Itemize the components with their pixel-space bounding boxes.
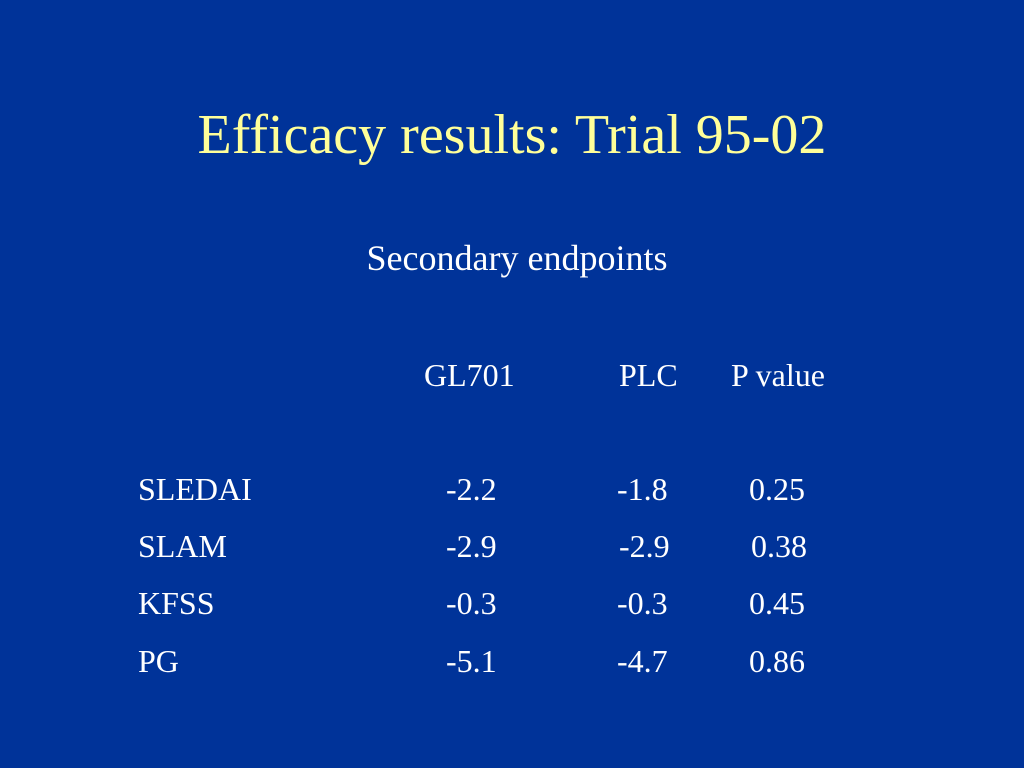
row-plc-value: -2.9 [619,528,670,564]
row-gl701-value: -0.3 [446,585,497,621]
header-gl701: GL701 [424,357,515,393]
row-gl701-value: -2.2 [446,471,497,507]
row-name: KFSS [138,585,215,621]
row-name: SLAM [138,528,227,564]
row-plc-value: -4.7 [617,643,668,679]
row-p-value: 0.38 [751,528,807,564]
slide-subtitle: Secondary endpoints [366,238,668,278]
row-gl701-value: -5.1 [446,643,497,679]
slide-title: Efficacy results: Trial 95-02 [197,104,827,166]
row-name: PG [138,643,179,679]
header-plc: PLC [619,357,678,393]
row-p-value: 0.25 [749,471,805,507]
row-plc-value: -1.8 [617,471,668,507]
row-plc-value: -0.3 [617,585,668,621]
row-name: SLEDAI [138,471,252,507]
row-p-value: 0.86 [749,643,805,679]
header-p-value: P value [731,357,825,393]
row-gl701-value: -2.9 [446,528,497,564]
row-p-value: 0.45 [749,585,805,621]
